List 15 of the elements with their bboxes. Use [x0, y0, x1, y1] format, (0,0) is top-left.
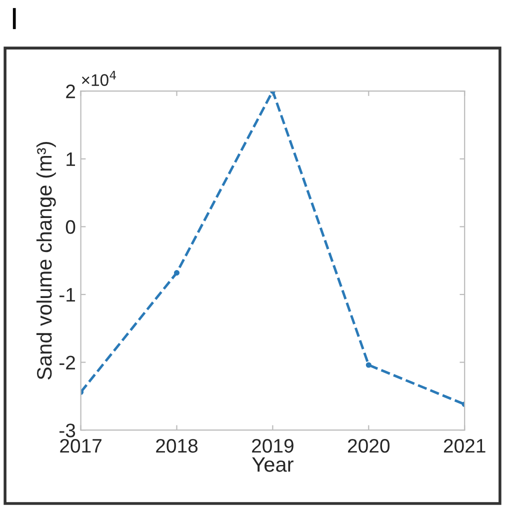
x-tick-label: 2018 — [156, 438, 198, 453]
y-axis-title: Sand volume change (m³) — [36, 142, 56, 380]
x-tick-label: 2019 — [252, 438, 294, 453]
x-tick-label: 2021 — [444, 438, 486, 453]
y-tick-label: -2 — [60, 356, 75, 370]
y-tick-label: 0 — [66, 220, 76, 234]
x-tick-label: 2017 — [60, 438, 102, 453]
y-tick-label: 2 — [66, 84, 75, 98]
y-tick-label: 1 — [66, 152, 75, 166]
x-axis-title: Year — [252, 457, 294, 472]
chart-title: I — [12, 8, 16, 30]
text: ×10$^{4}$ — [82, 70, 116, 86]
x-tick-label: 2020 — [348, 438, 390, 453]
y-tick-label: -3 — [60, 424, 76, 438]
y-tick-label: -1 — [60, 288, 75, 302]
